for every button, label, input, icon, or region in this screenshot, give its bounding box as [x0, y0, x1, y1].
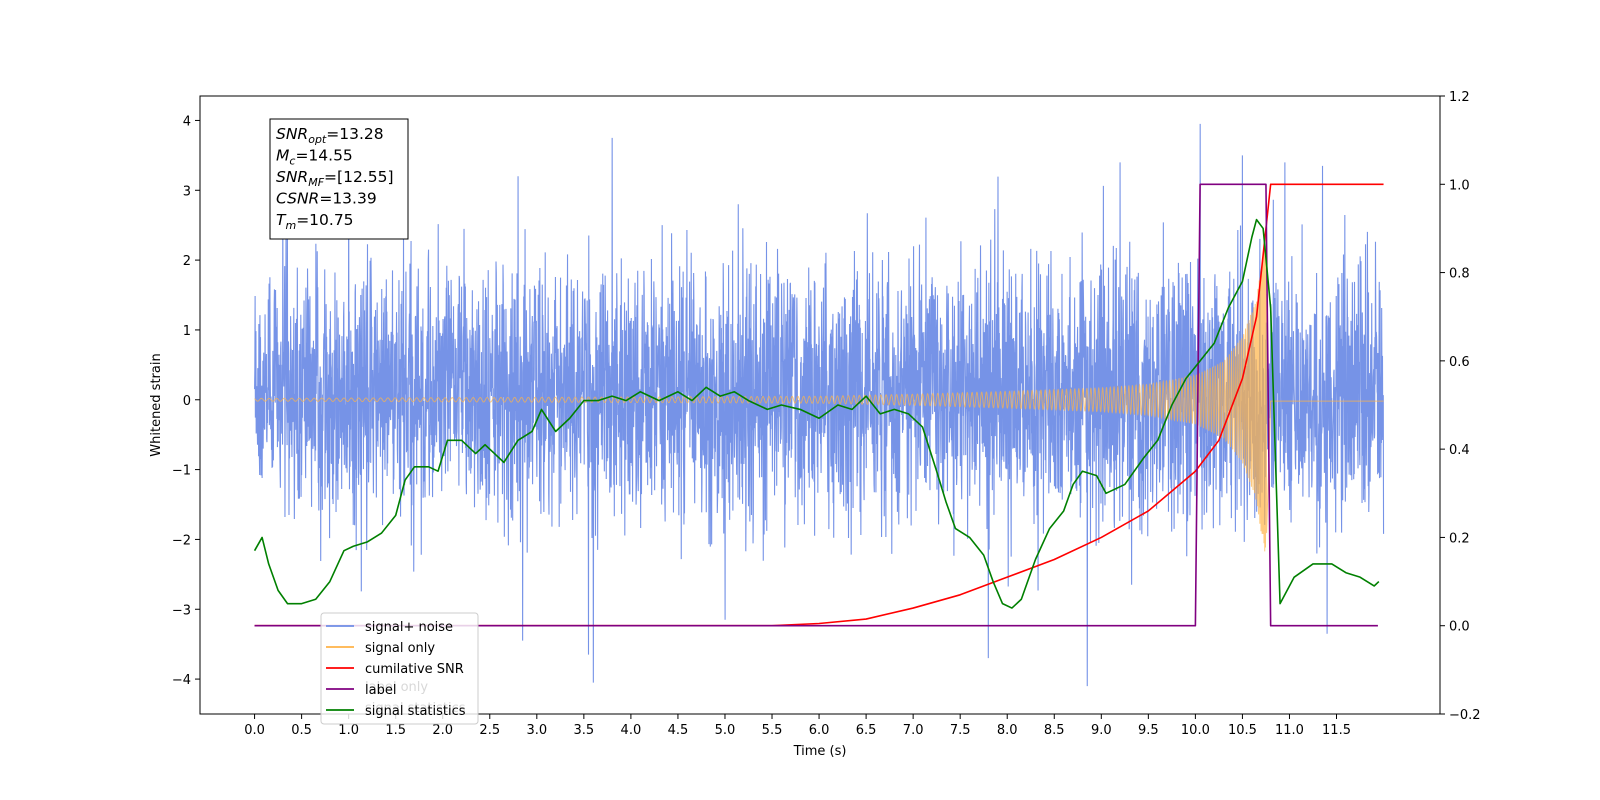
legend-frame — [320, 612, 479, 725]
y-right-tick-label: 0.8 — [1449, 267, 1470, 282]
stats-annotation-box: SNRopt=13.28Mc=14.55SNRMF=[12.55]CSNR=13… — [269, 118, 409, 240]
x-tick-label: 10.5 — [1228, 723, 1257, 738]
x-tick-label: 1.5 — [385, 723, 406, 738]
x-tick-label: 10.0 — [1181, 723, 1210, 738]
series-label — [254, 183, 1378, 627]
series-signal-statistics — [253, 218, 1380, 609]
series-cumulative-snr — [254, 183, 1384, 627]
x-tick-label: 8.5 — [1044, 723, 1065, 738]
annotation-line: SNRMF=[12.55] — [276, 168, 394, 189]
x-tick-label: 2.0 — [432, 723, 453, 738]
y-right-tick-label: 1.2 — [1449, 90, 1470, 105]
legend: label only signal statistics signal+ noise… — [320, 612, 479, 725]
y-axis-label-left: Whitened strain — [149, 353, 164, 456]
y-right-tick-label: 0.0 — [1449, 620, 1470, 635]
y-right-tick-label: 0.2 — [1449, 531, 1470, 546]
x-tick-label: 7.0 — [903, 723, 924, 738]
x-tick-label: 1.0 — [338, 723, 359, 738]
x-tick-label: 4.5 — [668, 723, 689, 738]
legend-ghost-text: signal statistics — [365, 701, 466, 716]
y-left-tick-label: −1 — [172, 464, 191, 479]
annotation-line: Mc=14.55 — [276, 147, 353, 168]
x-tick-label: 0.5 — [291, 723, 312, 738]
annotation-line: CSNR=13.39 — [276, 190, 377, 208]
y-left-tick-label: 2 — [183, 254, 191, 269]
y-left-tick-label: 3 — [183, 184, 191, 199]
y-left-tick-label: −4 — [172, 673, 191, 688]
annotation-line: Tm=10.75 — [276, 211, 354, 232]
x-tick-label: 2.5 — [479, 723, 500, 738]
legend-entry-label: signal statistics — [365, 704, 466, 719]
x-tick-label: 11.5 — [1322, 723, 1351, 738]
y-left-tick-label: 4 — [183, 114, 191, 129]
x-tick-label: 3.0 — [526, 723, 547, 738]
legend-entry-label: signal only — [365, 641, 435, 656]
y-right-tick-label: −0.2 — [1449, 708, 1481, 723]
y-right-tick-label: 1.0 — [1449, 178, 1470, 193]
x-tick-label: 8.0 — [997, 723, 1018, 738]
x-axis-label: Time (s) — [793, 744, 847, 759]
x-axis: 0.0 0.5 1.0 1.5 2.0 2.5 3.0 3.5 4.0 4.5 5.0 5.5 6.0 6… — [244, 714, 1351, 738]
y-left-tick-label: 1 — [183, 324, 191, 339]
legend-entry-label: label — [365, 683, 396, 698]
plot-frame — [199, 95, 1441, 715]
x-tick-label: 7.5 — [950, 723, 971, 738]
legend-entry-label: signal+ noise — [365, 620, 453, 635]
x-tick-label: 5.5 — [762, 723, 783, 738]
annotation-frame — [269, 118, 409, 240]
y-left-tick-label: −2 — [172, 533, 191, 548]
y-right-tick-label: 0.6 — [1449, 355, 1470, 370]
y-left-tick-label: 0 — [183, 394, 191, 409]
y-axis-right: 1.2 1.0 0.8 0.6 0.4 0.2 0.0 −0.2 — [1440, 90, 1481, 723]
x-tick-label: 4.0 — [621, 723, 642, 738]
plot-area — [253, 123, 1385, 687]
series-signal-plus-noise — [254, 123, 1385, 687]
y-right-tick-label: 0.4 — [1449, 443, 1470, 458]
x-tick-label: 5.0 — [715, 723, 736, 738]
x-tick-label: 9.5 — [1138, 723, 1159, 738]
x-tick-label: 0.0 — [244, 723, 265, 738]
legend-entry-label: cumilative SNR — [365, 662, 464, 677]
legend-ghost-text: label only — [365, 680, 428, 695]
annotation-line: SNRopt=13.28 — [276, 125, 384, 146]
x-tick-label: 3.5 — [574, 723, 595, 738]
series-signal-only — [254, 245, 1384, 552]
x-tick-label: 9.0 — [1091, 723, 1112, 738]
y-left-tick-label: −3 — [172, 603, 191, 618]
x-tick-label: 6.0 — [809, 723, 830, 738]
y-axis-left: 4 3 2 1 0 −1 −2 −3 −4 — [172, 114, 200, 688]
x-tick-label: 11.0 — [1275, 723, 1304, 738]
x-tick-label: 6.5 — [856, 723, 877, 738]
